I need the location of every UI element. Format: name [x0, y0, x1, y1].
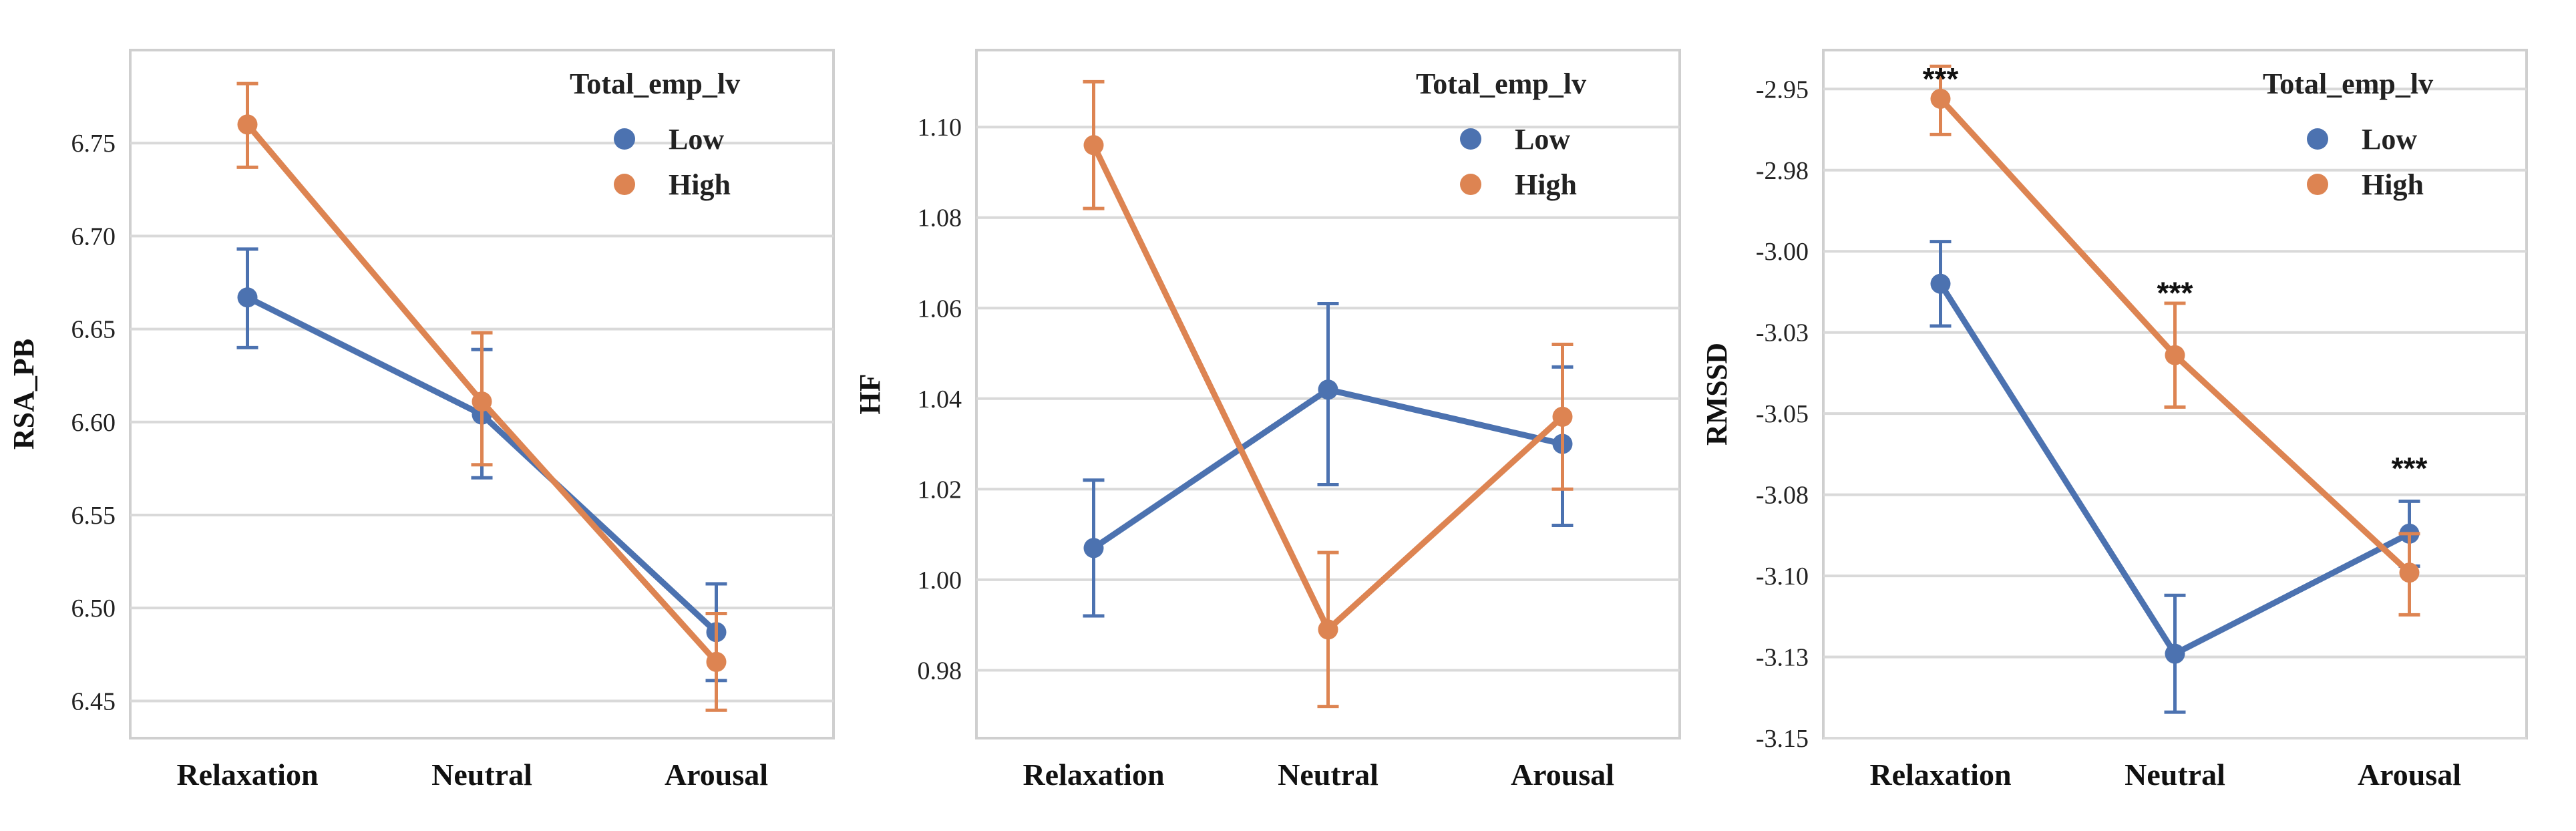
- x-category-label: Arousal: [1511, 758, 1614, 792]
- data-point: [237, 287, 258, 308]
- legend-marker-low: [2307, 128, 2328, 150]
- x-category-label: Relaxation: [176, 758, 318, 792]
- data-point: [1930, 88, 1951, 109]
- data-point: [1318, 379, 1338, 400]
- y-axis-label: RSA_PB: [7, 339, 40, 450]
- legend-label-low: Low: [2362, 123, 2417, 156]
- x-category-label: Neutral: [1278, 758, 1378, 792]
- legend-label-high: High: [1515, 168, 1577, 201]
- legend-marker-low: [614, 128, 635, 150]
- y-tick-label: -2.95: [1756, 75, 1809, 104]
- legend-label-low: Low: [1515, 123, 1570, 156]
- data-point: [1083, 538, 1104, 558]
- data-point: [706, 651, 727, 672]
- data-point: [237, 114, 258, 135]
- y-tick-label: -2.98: [1756, 157, 1809, 185]
- y-tick-label: 6.55: [71, 502, 116, 530]
- y-tick-label: 1.00: [918, 566, 962, 595]
- y-tick-label: 1.02: [918, 476, 962, 504]
- series-high: [1929, 64, 2420, 617]
- y-tick-label: 6.45: [71, 687, 116, 715]
- y-tick-label: 1.06: [918, 295, 962, 323]
- data-point: [1930, 273, 1951, 294]
- legend-title: Total_emp_lv: [570, 67, 740, 100]
- y-tick-label: 1.08: [918, 204, 962, 232]
- legend-label-high: High: [2362, 168, 2424, 201]
- data-point: [472, 391, 492, 412]
- legend-marker-low: [1460, 128, 1481, 150]
- x-category-label: Arousal: [2358, 758, 2461, 792]
- y-tick-label: 6.60: [71, 409, 116, 437]
- y-tick-label: 1.04: [918, 385, 962, 413]
- y-axis-label: RMSSD: [1700, 343, 1733, 446]
- series-high: [1083, 79, 1574, 709]
- legend-title: Total_emp_lv: [1416, 67, 1586, 100]
- y-tick-label: -3.00: [1756, 238, 1809, 266]
- significance-marker: ***: [2392, 451, 2428, 486]
- x-category-label: Relaxation: [1869, 758, 2011, 792]
- y-tick-label: -3.15: [1756, 725, 1809, 753]
- chart-panel-rmssd: -3.15 -3.13 -3.10 -3.08 -3.05 -3.03 -3.00 -2.98…: [1700, 49, 2528, 792]
- legend-marker-high: [614, 174, 635, 195]
- series-high: [236, 81, 727, 712]
- y-tick-label: 0.98: [918, 657, 962, 685]
- legend: Total_emp_lv Low High: [1416, 67, 1586, 201]
- significance-marker: ***: [1923, 61, 1959, 96]
- y-tick-label: 6.75: [71, 130, 116, 158]
- series-low: [1083, 301, 1574, 618]
- y-tick-label: -3.13: [1756, 644, 1809, 672]
- x-category-label: Neutral: [431, 758, 532, 792]
- y-axis-label: HF: [854, 373, 886, 414]
- data-point: [2399, 562, 2420, 583]
- data-point: [2165, 643, 2185, 664]
- y-tick-label: -3.10: [1756, 562, 1809, 591]
- legend-title: Total_emp_lv: [2263, 67, 2433, 100]
- legend-label-low: Low: [669, 123, 724, 156]
- legend-marker-high: [1460, 174, 1481, 195]
- significance-marker: ***: [2157, 276, 2193, 311]
- chart-panel-hf: 0.98 1.00 1.02 1.04 1.06 1.08 1.10 HF Relaxation…: [854, 49, 1681, 792]
- y-tick-label: 6.65: [71, 316, 116, 344]
- data-point: [1552, 406, 1573, 427]
- legend: Total_emp_lv Low High: [2263, 67, 2433, 201]
- data-point: [1318, 619, 1338, 640]
- chart-panel-rsa-pb: 6.45 6.50 6.55 6.60 6.65 6.70 6.75 RSA_PB Relaxa…: [7, 49, 835, 792]
- x-category-label: Neutral: [2125, 758, 2225, 792]
- data-point: [2165, 345, 2185, 365]
- legend-marker-high: [2307, 174, 2328, 195]
- x-category-label: Arousal: [665, 758, 768, 792]
- y-tick-label: -3.05: [1756, 400, 1809, 428]
- y-tick-label: -3.08: [1756, 482, 1809, 510]
- x-category-label: Relaxation: [1023, 758, 1164, 792]
- legend: Total_emp_lv Low High: [570, 67, 740, 201]
- legend-label-high: High: [669, 168, 731, 201]
- y-tick-label: 1.10: [918, 114, 962, 142]
- y-tick-label: -3.03: [1756, 319, 1809, 347]
- data-point: [1083, 135, 1104, 156]
- y-tick-label: 6.50: [71, 595, 116, 623]
- y-tick-label: 6.70: [71, 222, 116, 251]
